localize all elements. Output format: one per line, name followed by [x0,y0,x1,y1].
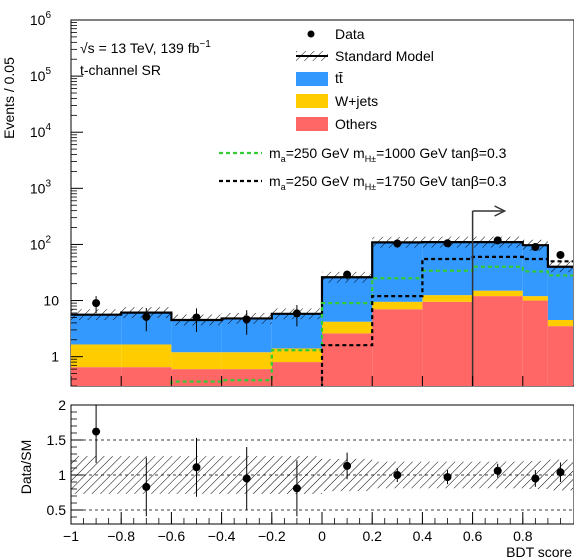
ratio-y-label: Data/SM [18,440,34,494]
legend-signal2-label: ma=250 GeV mH±=1750 GeV tanβ=0.3 [269,173,507,192]
stack-bar-0-5 [322,333,373,386]
ratio-ytick-label-0: 2 [58,397,66,413]
data-point-6 [393,239,402,248]
cut-arrow-head [494,205,507,217]
ratio-y-ticks: 2 1.5 1 0.5 [47,397,83,518]
stack-bar-1-7 [422,295,473,302]
ratio-point-1 [142,482,151,491]
ratio-point-0 [92,427,101,436]
x-tick-label-4: −0.2 [258,528,286,544]
x-tick-label-7: 0.4 [413,528,433,544]
sm-total-line [71,241,573,322]
legend-tt-label: tt̄ [335,70,343,86]
legend-wjets-label: W+jets [335,93,378,109]
legend-data-label: Data [335,26,365,42]
stack-bar-2-7 [422,242,473,296]
x-tick-label-5: 0 [318,528,326,544]
stack-bar-1-3 [221,352,272,370]
main-plot-area [71,205,573,386]
main-ytick-label-0: 106 [30,10,52,28]
main-ytick-label-2: 104 [30,122,52,140]
main-ytick-label-1: 105 [30,66,52,84]
main-ytick-label-3: 103 [30,178,52,196]
ratio-point-2 [192,463,201,472]
stack-bar-1-10 [547,320,573,327]
signal-line-1 [320,255,573,386]
data-point-7 [443,239,452,248]
x-tick-label-3: −0.4 [208,528,236,544]
data-point-9 [531,243,540,252]
ratio-panel: 2 1.5 1 0.5 −1 −0.8 −0.6 −0.4 −0.2 0 0.2 0.4 0.6 0.8… [18,397,574,560]
stack-bar-0-3 [221,369,272,386]
data-point-8 [493,236,502,245]
legend-tt-swatch [296,72,328,86]
legend-signal1-label: ma=250 GeV mH±=1000 GeV tanβ=0.3 [269,145,507,164]
main-ytick-label-4: 102 [30,234,52,252]
data-point-5 [343,270,352,279]
ratio-plot-area [71,405,574,517]
ratio-point-6 [393,471,402,479]
stack-bar-1-4 [271,348,322,363]
stack-bar-0-8 [472,296,523,386]
x-tick-label-1: −0.8 [107,528,135,544]
x-tick-label-0: −1 [63,528,79,544]
data-point-10 [556,250,565,259]
x-axis-label: BDT score [506,544,572,560]
x-tick-label-8: 0.6 [463,528,483,544]
main-y-label: Events / 0.05 [1,57,17,139]
ratio-point-8 [493,466,502,475]
ratio-ytick-label-1: 1.5 [47,432,67,448]
legend-wjets-swatch [296,94,328,108]
ratio-point-3 [242,474,251,483]
ratio-point-7 [443,473,452,482]
data-point-3 [242,315,251,324]
main-ytick-label-5: 10 [43,293,59,309]
data-point-1 [142,312,151,321]
stack-bar-2-6 [372,242,423,302]
ratio-point-10 [556,468,565,477]
stack-bar-0-4 [271,362,322,386]
ratio-point-9 [531,474,540,483]
ratio-ytick-label-2: 1 [58,467,66,483]
stack-bar-1-6 [372,301,423,310]
ratio-point-4 [292,484,301,493]
stack-bar-0-7 [422,301,473,386]
data-point-0 [92,299,101,308]
stack-bar-1-5 [322,321,373,334]
stack-bar-0-2 [171,369,222,386]
x-tick-label-9: 0.8 [513,528,533,544]
legend: Data Standard Model tt̄ W+jets Others ma… [219,26,507,192]
legend-others-swatch [296,117,328,131]
stack-bar-1-9 [522,296,548,301]
x-tick-label-6: 0.2 [362,528,382,544]
stack-bar-0-9 [522,300,548,386]
stack-bar-0-1 [121,367,172,386]
stack-bar-0-6 [372,309,423,386]
ratio-point-5 [343,461,352,470]
legend-data-marker [307,30,315,38]
stack-bar-0-10 [547,326,573,386]
data-point-4 [292,309,301,318]
energy-annotation: √s = 13 TeV, 139 fb−1 [80,39,211,56]
region-annotation: t-channel SR [80,62,161,78]
stack-bar-1-1 [121,344,172,368]
data-point-2 [192,313,201,322]
stack-bar-1-8 [472,290,523,297]
stack-bar-1-2 [171,352,222,370]
stack-bar-0-0 [71,367,122,386]
legend-sm-label: Standard Model [335,48,434,64]
ratio-x-ticks: −1 −0.8 −0.6 −0.4 −0.2 0 0.2 0.4 0.6 0.8 [63,512,561,544]
ratio-ytick-label-3: 0.5 [47,502,67,518]
legend-others-label: Others [335,116,377,132]
main-ytick-label-6: 1 [51,349,59,365]
stack-bar-2-5 [322,277,373,322]
x-tick-label-2: −0.6 [158,528,186,544]
stack-bar-1-0 [71,344,122,368]
